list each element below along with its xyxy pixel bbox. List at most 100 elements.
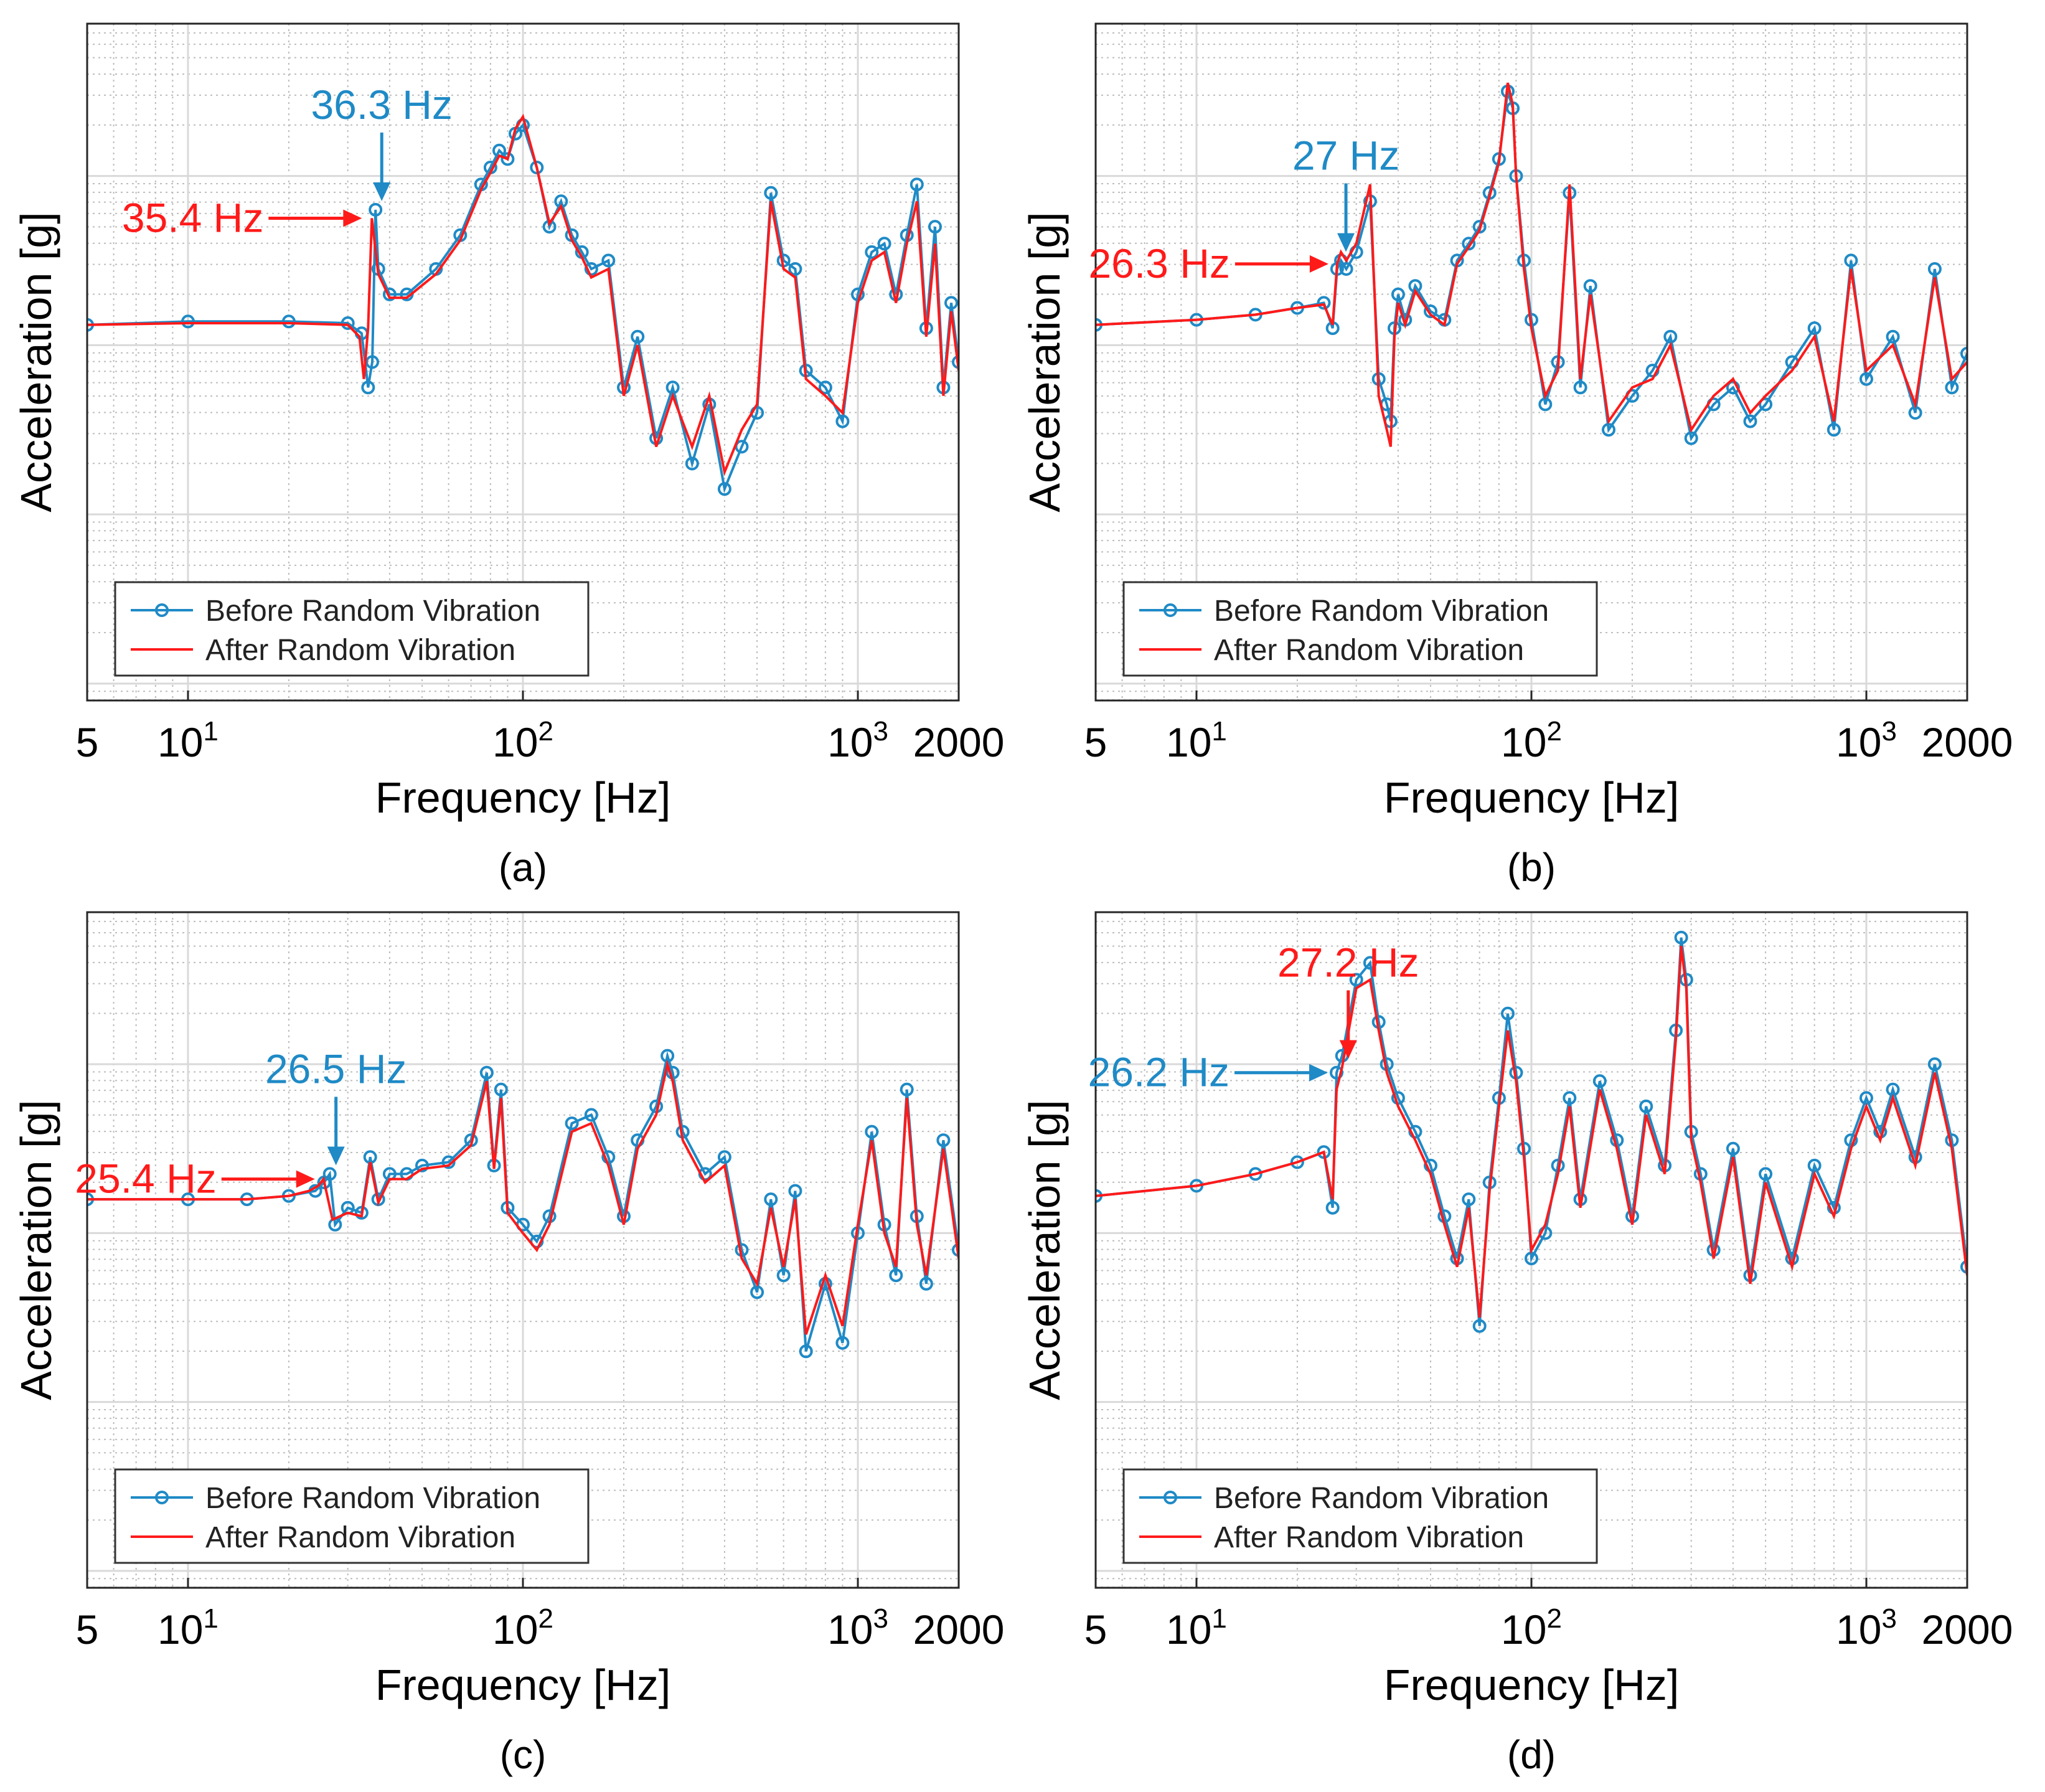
legend-before-marker bbox=[1164, 603, 1177, 617]
x-tick-base: 10 bbox=[1166, 1606, 1211, 1653]
x-tick-exponent: 3 bbox=[1882, 716, 1897, 747]
series-after-line bbox=[87, 113, 959, 477]
annotation: 27.2 Hz bbox=[1277, 940, 1419, 1059]
x-tick-exponent: 1 bbox=[203, 1603, 218, 1634]
series-after-line bbox=[1096, 946, 1967, 1318]
series-before-marker bbox=[952, 355, 959, 369]
x-axis-label: Frequency [Hz] bbox=[375, 773, 671, 822]
legend-before-label: Before Random Vibration bbox=[1214, 595, 1549, 628]
x-tick-label: 101 bbox=[157, 1603, 219, 1653]
annotation: 36.3 Hz bbox=[311, 82, 453, 201]
annotation-arrow-head bbox=[343, 209, 362, 227]
x-tick-label: 103 bbox=[827, 716, 888, 765]
annotation-label: 26.2 Hz bbox=[1088, 1049, 1229, 1095]
legend-after-label: After Random Vibration bbox=[1214, 1521, 1524, 1554]
x-tick-label: 103 bbox=[827, 1603, 888, 1653]
x-tick-base: 10 bbox=[827, 1606, 873, 1653]
annotation: 26.3 Hz bbox=[1088, 240, 1328, 286]
series-before-marker bbox=[1960, 1260, 1967, 1274]
series-after-line bbox=[87, 1059, 959, 1335]
legend-after-label: After Random Vibration bbox=[205, 634, 515, 667]
x-axis-label: Frequency [Hz] bbox=[1384, 773, 1680, 822]
x-tick-base: 10 bbox=[1836, 719, 1881, 765]
x-tick-label: 102 bbox=[1501, 716, 1562, 765]
x-tick-label: 2000 bbox=[1922, 1606, 2013, 1653]
series-before-line bbox=[87, 1050, 959, 1352]
series-before-marker bbox=[818, 380, 832, 395]
series-before-line bbox=[1096, 937, 1967, 1326]
x-tick-exponent: 2 bbox=[538, 1603, 553, 1634]
annotation-label: 35.4 Hz bbox=[122, 195, 263, 241]
x-tick-base: 10 bbox=[1501, 719, 1546, 765]
x-tick-exponent: 2 bbox=[1546, 1603, 1561, 1634]
series-before-marker bbox=[1290, 1155, 1304, 1169]
series-before-marker bbox=[1339, 262, 1353, 276]
y-axis-label: Acceleration [g] bbox=[1020, 1100, 1069, 1400]
x-tick-label: 102 bbox=[492, 716, 553, 765]
x-tick-exponent: 2 bbox=[538, 716, 553, 747]
series-after-line bbox=[1096, 82, 1967, 447]
series-before-marker bbox=[1960, 346, 1967, 361]
annotation-label: 25.4 Hz bbox=[75, 1156, 216, 1202]
annotation-label: 26.5 Hz bbox=[265, 1045, 407, 1092]
series-before-marker bbox=[877, 237, 891, 251]
annotation-arrow-head bbox=[1309, 1063, 1328, 1082]
x-axis-label: Frequency [Hz] bbox=[375, 1661, 671, 1709]
x-tick-exponent: 3 bbox=[873, 716, 888, 747]
annotation-label: 27 Hz bbox=[1292, 132, 1399, 178]
annotation: 27 Hz bbox=[1292, 132, 1399, 252]
legend-box bbox=[1122, 581, 1598, 677]
y-axis-label: Acceleration [g] bbox=[12, 212, 60, 512]
series-before-marker bbox=[952, 1243, 959, 1257]
legend-before-marker bbox=[1164, 1491, 1177, 1504]
legend-before-label: Before Random Vibration bbox=[1214, 1482, 1549, 1515]
x-tick-label: 101 bbox=[1166, 716, 1227, 765]
series-before-marker bbox=[1759, 397, 1773, 412]
annotation: 35.4 Hz bbox=[122, 195, 362, 241]
y-axis-label: Acceleration [g] bbox=[1020, 212, 1069, 512]
legend-before-marker bbox=[155, 603, 169, 617]
series-before-marker bbox=[501, 152, 515, 166]
legend: Before Random Vibration After Random Vibr… bbox=[1122, 1468, 1598, 1564]
legend-before-label: Before Random Vibration bbox=[205, 1482, 540, 1515]
panel-label: (a) bbox=[499, 845, 547, 890]
annotation-arrow-head bbox=[1337, 233, 1355, 252]
series-before-marker bbox=[685, 456, 699, 471]
annotation-label: 26.3 Hz bbox=[1088, 240, 1229, 286]
legend-before-marker bbox=[155, 1491, 169, 1504]
x-tick-label: 102 bbox=[1501, 1603, 1562, 1653]
annotation: 25.4 Hz bbox=[75, 1156, 315, 1202]
annotation: 26.5 Hz bbox=[265, 1045, 407, 1166]
panel-label: (d) bbox=[1507, 1732, 1556, 1777]
x-tick-base: 10 bbox=[1836, 1606, 1881, 1653]
x-tick-label: 102 bbox=[492, 1603, 553, 1653]
legend: Before Random Vibration After Random Vibr… bbox=[114, 1468, 590, 1564]
legend-box bbox=[114, 1468, 590, 1564]
x-axis-label: Frequency [Hz] bbox=[1384, 1661, 1680, 1709]
x-tick-base: 10 bbox=[157, 719, 203, 765]
series-before-marker bbox=[1886, 329, 1900, 344]
x-tick-base: 10 bbox=[1501, 1606, 1546, 1653]
x-tick-exponent: 1 bbox=[1211, 716, 1226, 747]
x-tick-exponent: 3 bbox=[1882, 1603, 1897, 1634]
annotation-arrow-head bbox=[327, 1146, 345, 1166]
x-tick-label: 103 bbox=[1836, 1603, 1897, 1653]
legend: Before Random Vibration After Random Vibr… bbox=[114, 581, 590, 677]
annotation: 26.2 Hz bbox=[1088, 1049, 1328, 1095]
x-tick-label: 5 bbox=[76, 719, 99, 765]
x-tick-base: 10 bbox=[157, 1606, 203, 1653]
series-before-marker bbox=[865, 245, 879, 259]
annotation-arrow-head bbox=[373, 182, 391, 201]
x-tick-label: 5 bbox=[76, 1606, 99, 1653]
legend-before-label: Before Random Vibration bbox=[205, 595, 540, 628]
annotation-arrow-head bbox=[296, 1170, 315, 1188]
series-before-marker bbox=[1424, 304, 1437, 318]
x-tick-base: 10 bbox=[492, 1606, 538, 1653]
x-tick-base: 10 bbox=[1166, 719, 1211, 765]
x-tick-base: 10 bbox=[492, 719, 538, 765]
series-before-marker bbox=[565, 1116, 579, 1131]
x-tick-label: 2000 bbox=[913, 719, 1005, 765]
